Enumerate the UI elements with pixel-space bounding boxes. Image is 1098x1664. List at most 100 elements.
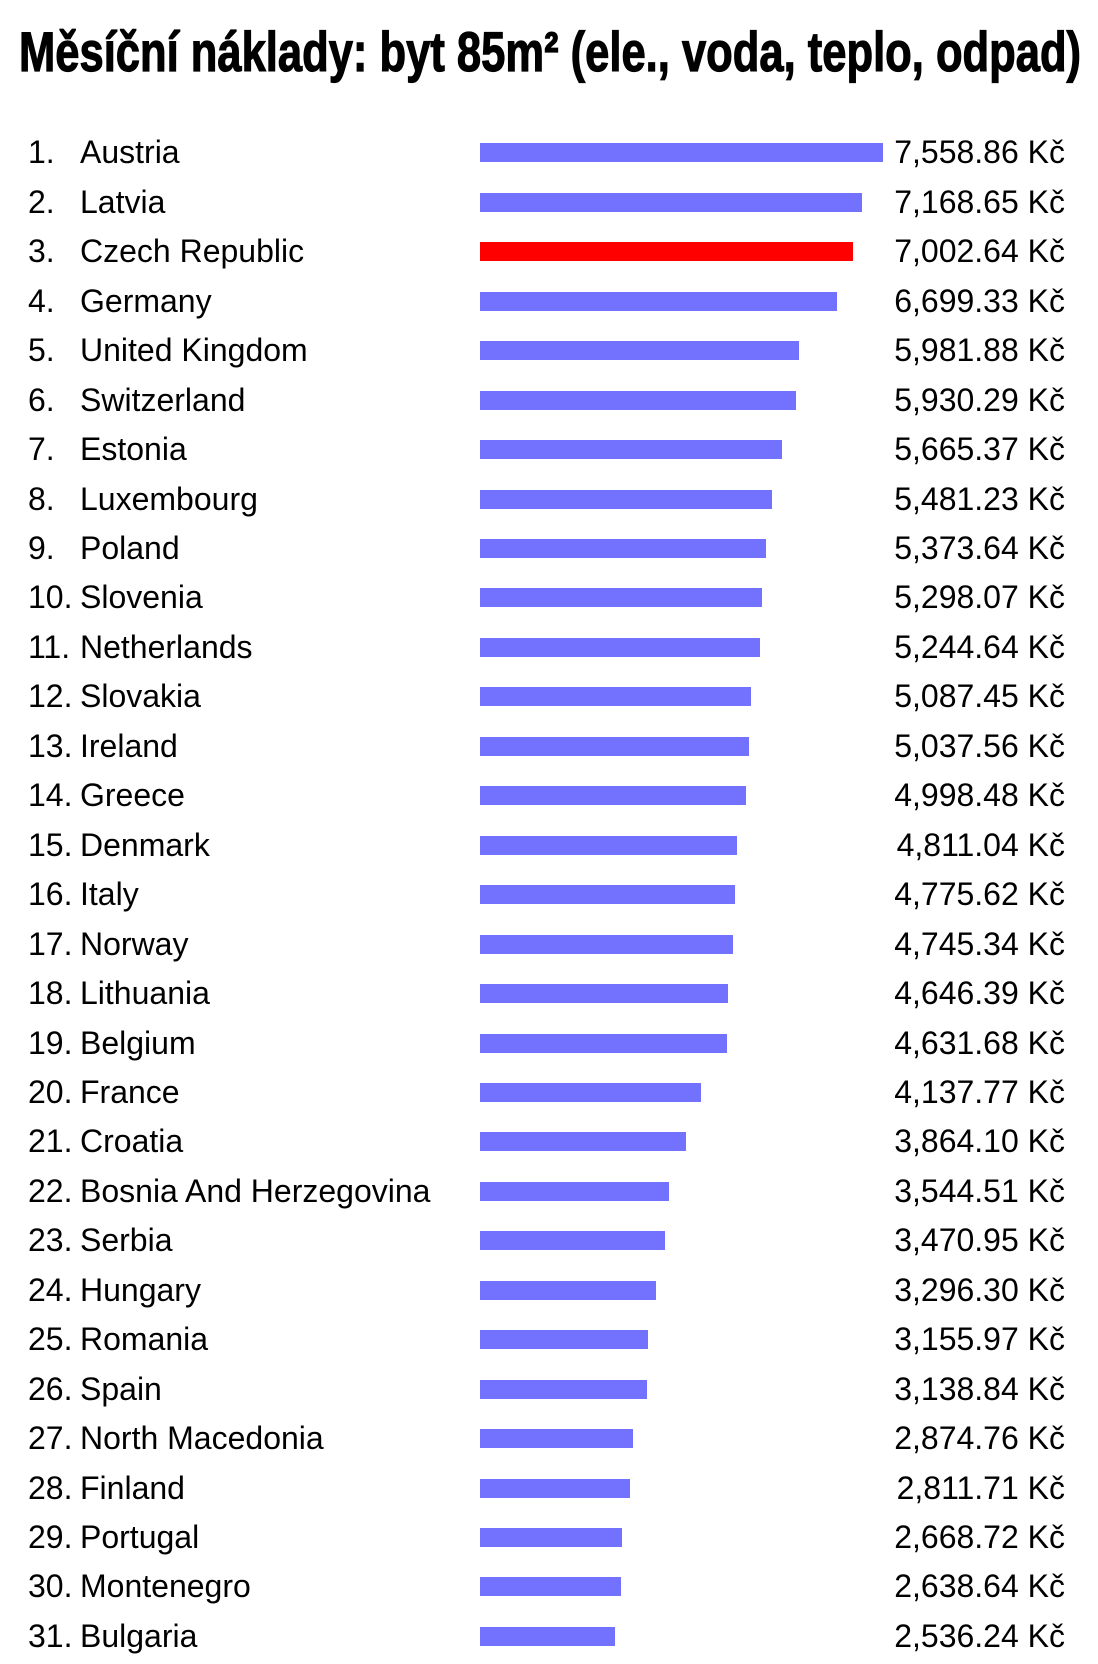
rank-label-hungary: 24.: [28, 1271, 73, 1308]
category-label-hungary: Hungary: [80, 1271, 201, 1308]
category-label-greece: Greece: [80, 777, 185, 814]
row-austria: 1. Austria 7,558.86 Kč: [0, 134, 1098, 170]
category-label-czech-republic: Czech Republic: [80, 233, 305, 270]
value-label-portugal: 2,668.72 Kč: [894, 1519, 1065, 1555]
rank-label-united-kingdom: 5.: [28, 332, 55, 369]
bar-italy: [480, 885, 735, 905]
category-label-germany: Germany: [80, 282, 212, 319]
value-label-spain: 3,138.84 Kč: [894, 1370, 1065, 1407]
category-label-serbia: Serbia: [80, 1222, 173, 1259]
row-denmark: 15. Denmark 4,811.04 Kč: [0, 827, 1098, 863]
category-label-france: France: [80, 1073, 180, 1110]
row-latvia: 2. Latvia 7,168.65 Kč: [0, 184, 1098, 220]
rank-label-bulgaria: 31.: [28, 1617, 73, 1654]
value-label-poland: 5,373.64 Kč: [894, 530, 1065, 566]
value-label-slovenia: 5,298.07 Kč: [894, 579, 1065, 616]
bar-netherlands: [480, 637, 760, 657]
bar-norway: [480, 934, 733, 954]
rank-label-spain: 26.: [28, 1370, 73, 1407]
bar-latvia: [480, 192, 863, 212]
rank-label-portugal: 29.: [28, 1519, 73, 1555]
row-norway: 17. Norway 4,745.34 Kč: [0, 926, 1098, 962]
category-label-denmark: Denmark: [80, 826, 210, 863]
value-label-switzerland: 5,930.29 Kč: [894, 381, 1065, 418]
value-label-serbia: 3,470.95 Kč: [894, 1222, 1065, 1259]
row-luxembourg: 8. Luxembourg 5,481.23 Kč: [0, 481, 1098, 517]
rank-label-belgium: 19.: [28, 1024, 73, 1061]
category-label-ireland: Ireland: [80, 727, 178, 764]
row-italy: 16. Italy 4,775.62 Kč: [0, 876, 1098, 912]
row-north-macedonia: 27. North Macedonia 2,874.76 Kč: [0, 1420, 1098, 1456]
rank-label-croatia: 21.: [28, 1123, 73, 1160]
rank-label-estonia: 7.: [28, 431, 55, 468]
category-label-bosnia-and-herzegovina: Bosnia And Herzegovina: [80, 1172, 431, 1209]
category-label-croatia: Croatia: [80, 1123, 184, 1160]
value-label-germany: 6,699.33 Kč: [894, 282, 1065, 319]
rank-label-finland: 28.: [28, 1469, 73, 1506]
bar-finland: [480, 1478, 630, 1498]
category-label-finland: Finland: [80, 1469, 185, 1506]
rank-label-germany: 4.: [28, 282, 55, 319]
value-label-estonia: 5,665.37 Kč: [894, 431, 1065, 468]
category-label-romania: Romania: [80, 1321, 209, 1358]
value-label-luxembourg: 5,481.23 Kč: [894, 480, 1065, 517]
bar-slovenia: [480, 588, 763, 608]
rank-label-austria: 1.: [28, 134, 55, 171]
value-label-italy: 4,775.62 Kč: [894, 876, 1065, 913]
category-label-norway: Norway: [80, 925, 189, 962]
rank-label-montenegro: 30.: [28, 1568, 73, 1605]
value-label-greece: 4,998.48 Kč: [894, 777, 1065, 814]
category-label-united-kingdom: United Kingdom: [80, 332, 308, 369]
rank-label-serbia: 23.: [28, 1222, 73, 1259]
rank-label-switzerland: 6.: [28, 381, 55, 418]
value-label-denmark: 4,811.04 Kč: [896, 826, 1065, 863]
bar-germany: [480, 291, 838, 311]
value-label-belgium: 4,631.68 Kč: [894, 1024, 1065, 1061]
row-romania: 25. Romania 3,155.97 Kč: [0, 1321, 1098, 1357]
rank-label-netherlands: 11.: [28, 628, 71, 665]
row-bosnia-and-herzegovina: 22. Bosnia And Herzegovina 3,544.51 Kč: [0, 1173, 1098, 1209]
bar-spain: [480, 1379, 648, 1399]
bar-lithuania: [480, 984, 728, 1004]
category-label-spain: Spain: [80, 1370, 162, 1407]
category-label-netherlands: Netherlands: [80, 628, 253, 665]
rank-label-bosnia-and-herzegovina: 22.: [28, 1172, 73, 1209]
bar-united-kingdom: [480, 341, 799, 361]
bar-hungary: [480, 1280, 656, 1300]
rank-label-italy: 16.: [28, 876, 73, 913]
category-label-slovakia: Slovakia: [80, 678, 201, 715]
bar-serbia: [480, 1231, 666, 1251]
row-hungary: 24. Hungary 3,296.30 Kč: [0, 1272, 1098, 1308]
rank-label-czech-republic: 3.: [28, 233, 55, 270]
bar-bulgaria: [480, 1626, 616, 1646]
row-croatia: 21. Croatia 3,864.10 Kč: [0, 1123, 1098, 1159]
value-label-hungary: 3,296.30 Kč: [894, 1271, 1065, 1308]
bar-romania: [480, 1330, 649, 1350]
category-label-slovenia: Slovenia: [80, 579, 203, 616]
value-label-netherlands: 5,244.64 Kč: [894, 628, 1065, 665]
category-label-portugal: Portugal: [80, 1519, 200, 1555]
value-label-ireland: 5,037.56 Kč: [894, 727, 1065, 764]
value-label-norway: 4,745.34 Kč: [894, 925, 1065, 962]
row-slovenia: 10. Slovenia 5,298.07 Kč: [0, 579, 1098, 615]
bar-denmark: [480, 835, 737, 855]
category-label-north-macedonia: North Macedonia: [80, 1420, 324, 1457]
rank-label-greece: 14.: [28, 777, 73, 814]
category-label-montenegro: Montenegro: [80, 1568, 251, 1605]
row-belgium: 19. Belgium 4,631.68 Kč: [0, 1025, 1098, 1061]
value-label-france: 4,137.77 Kč: [894, 1073, 1065, 1110]
rank-label-slovenia: 10.: [28, 579, 73, 616]
row-netherlands: 11. Netherlands 5,244.64 Kč: [0, 629, 1098, 665]
rank-label-romania: 25.: [28, 1321, 73, 1358]
rank-label-ireland: 13.: [28, 727, 73, 764]
category-label-belgium: Belgium: [80, 1024, 196, 1061]
row-lithuania: 18. Lithuania 4,646.39 Kč: [0, 975, 1098, 1011]
category-label-estonia: Estonia: [80, 431, 187, 468]
category-label-latvia: Latvia: [80, 183, 166, 220]
value-label-romania: 3,155.97 Kč: [894, 1321, 1065, 1358]
value-label-bosnia-and-herzegovina: 3,544.51 Kč: [894, 1172, 1065, 1209]
row-united-kingdom: 5. United Kingdom 5,981.88 Kč: [0, 332, 1098, 368]
bar-estonia: [480, 440, 783, 460]
value-label-united-kingdom: 5,981.88 Kč: [894, 332, 1065, 369]
value-label-montenegro: 2,638.64 Kč: [894, 1568, 1065, 1605]
